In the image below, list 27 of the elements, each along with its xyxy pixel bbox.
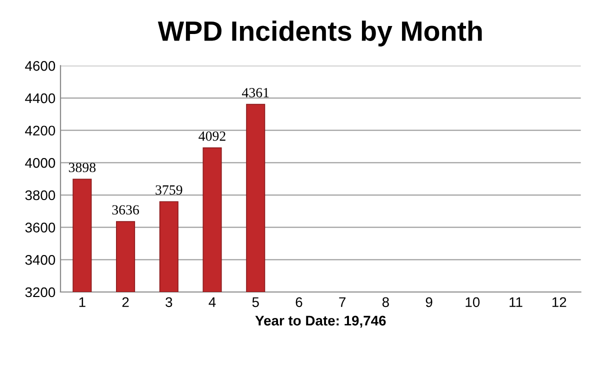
y-tick-label: 3200 — [25, 287, 56, 298]
x-tick-label: 12 — [552, 297, 566, 307]
y-tick-label: 3800 — [25, 190, 56, 200]
x-tick-label: 4 — [208, 297, 216, 307]
x-axis-title: Year to Date: 19,746 — [255, 316, 386, 328]
x-tick-label: 11 — [510, 297, 522, 307]
x-tick-label: 10 — [466, 297, 480, 308]
y-tick-label: 4600 — [25, 61, 56, 71]
data-label: 3898 — [68, 162, 96, 172]
x-tick-label: 3 — [166, 297, 172, 308]
y-tick-label: 4400 — [25, 93, 56, 104]
x-tick-label: 1 — [79, 297, 86, 307]
y-tick-label: 4000 — [25, 158, 56, 168]
x-tick-label: 6 — [296, 297, 302, 308]
x-tick-label: 8 — [382, 297, 389, 308]
chart-title: WPD Incidents by Month — [158, 20, 482, 46]
y-tick-label: 3400 — [25, 255, 56, 265]
data-label: 4092 — [198, 131, 226, 141]
data-label: 4361 — [242, 88, 269, 98]
x-tick-label: 5 — [252, 297, 259, 308]
y-tick-label: 3600 — [25, 222, 56, 233]
x-tick-label: 2 — [122, 297, 129, 307]
x-tick-label: 7 — [339, 297, 346, 307]
data-label: 3636 — [112, 205, 140, 215]
data-label: 3759 — [156, 185, 182, 195]
x-tick-label: 9 — [426, 297, 432, 308]
y-tick-label: 4200 — [25, 126, 56, 136]
